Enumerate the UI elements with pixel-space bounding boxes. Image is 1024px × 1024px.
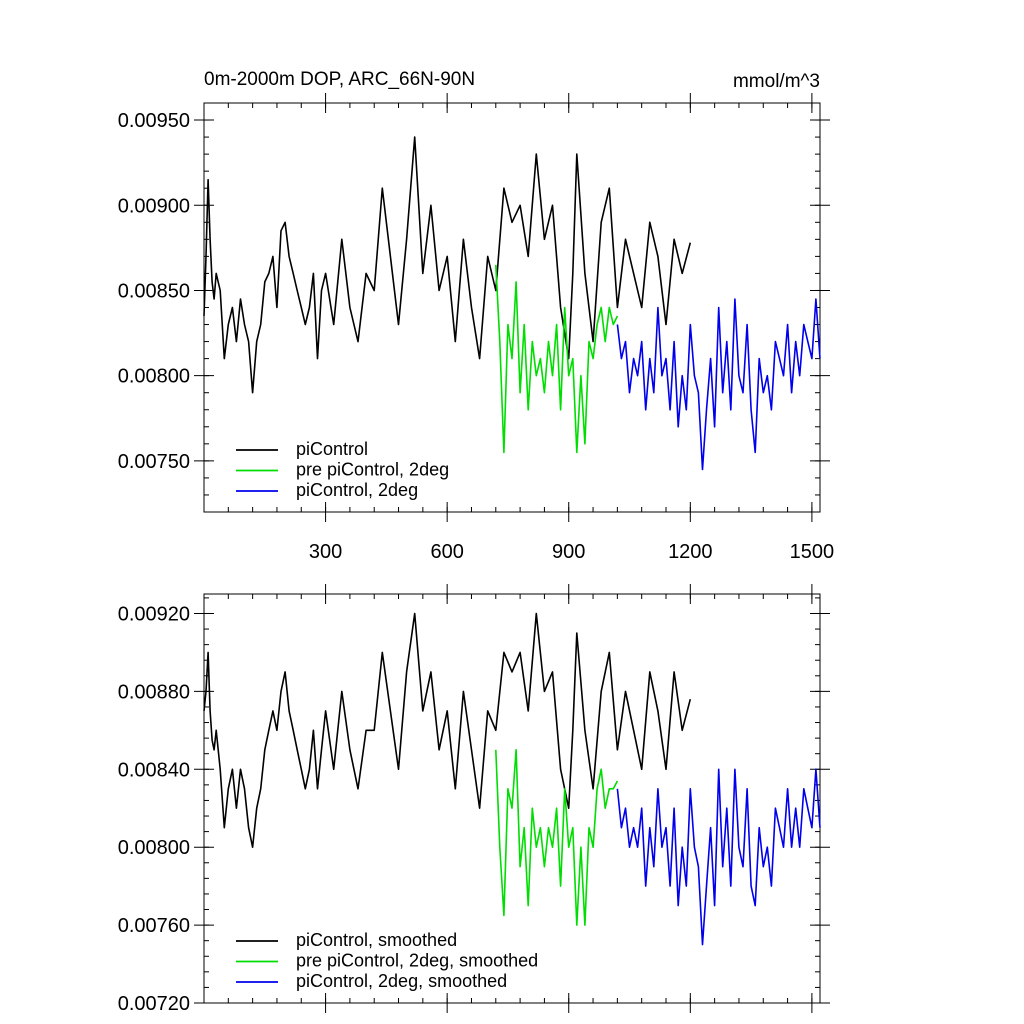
legend-label: piControl, 2deg: [296, 480, 418, 500]
bottom-panel: 0.00720 0.00760 0.00800 0.00840 0.00880 0.009…: [118, 584, 830, 1015]
x-tick-label: 300: [309, 541, 342, 563]
series-line-3: [616, 298, 821, 471]
x-tick-label: 1500: [790, 541, 835, 563]
y-tick-label: 0.00920: [118, 603, 190, 625]
y-tick-label: 0.00950: [118, 110, 190, 132]
plot-frame: [203, 593, 821, 1004]
series-line-3: [616, 768, 821, 946]
y-tick-label: 0.00760: [118, 915, 190, 937]
y-tick-label: 0.00900: [118, 195, 190, 217]
x-tick-label: 1200: [668, 541, 713, 563]
legend-label: piControl: [296, 439, 368, 459]
units-label: mmol/m^3: [733, 71, 820, 92]
y-tick-label: 0.00880: [118, 681, 190, 703]
y-tick-label: 0.00750: [118, 451, 190, 473]
legend-label: pre piControl, 2deg, smoothed: [296, 951, 538, 971]
x-tick-label: 600: [430, 541, 463, 563]
series-line-1: [203, 136, 692, 394]
x-tick-label: 900: [552, 541, 585, 563]
legend-label: piControl, 2deg, smoothed: [296, 971, 507, 991]
legend-label: piControl, smoothed: [296, 930, 457, 950]
series-line-2: [495, 748, 619, 926]
top-panel: 0m-2000m DOP, ARC_66N-90N mmol/m^3 0.007…: [118, 69, 834, 563]
chart-title: 0m-2000m DOP, ARC_66N-90N: [204, 69, 475, 90]
y-tick-label: 0.00800: [118, 366, 190, 388]
series-line-2: [495, 264, 619, 454]
y-tick-label: 0.00840: [118, 759, 190, 781]
y-tick-label: 0.00850: [118, 280, 190, 302]
legend-label: pre piControl, 2deg: [296, 460, 449, 480]
series-line-1: [203, 612, 692, 849]
y-tick-label: 0.00800: [118, 837, 190, 859]
y-tick-label: 0.00720: [118, 993, 190, 1015]
